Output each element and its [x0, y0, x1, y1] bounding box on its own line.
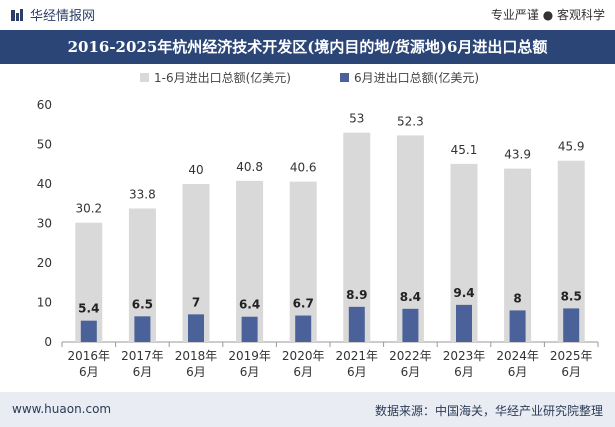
data-label-june: 8.5: [561, 289, 582, 303]
data-label-june: 8: [513, 291, 521, 305]
data-label-total: 45.9: [558, 140, 585, 154]
bar-june: [241, 316, 258, 342]
x-tick-label: 6月: [401, 365, 421, 379]
x-tick-label: 2020年: [282, 349, 325, 363]
data-label-total: 45.1: [451, 143, 478, 157]
x-tick-label: 2018年: [175, 349, 218, 363]
x-tick-label: 6月: [79, 365, 99, 379]
data-label-total: 40: [188, 163, 203, 177]
x-tick-label: 6月: [186, 365, 206, 379]
x-tick-label: 6月: [240, 365, 260, 379]
data-label-june: 9.4: [453, 286, 474, 300]
x-tick-label: 2022年: [389, 349, 432, 363]
y-tick-label: 10: [37, 296, 52, 310]
data-labels: 30.2 5.4 33.8 6.5 40 7 40.8 6.4 40.6 6.7 53 8.9 52.3…: [75, 112, 584, 316]
chart-title: 2016-2025年杭州经济技术开发区(境内目的地/货源地)6月进出口总额: [0, 30, 615, 64]
data-label-june: 8.9: [346, 288, 367, 302]
x-tick-label: 6月: [454, 365, 474, 379]
bar-total: [236, 180, 264, 342]
bar-chart: 1-6月进出口总额(亿美元) 6月进出口总额(亿美元) 0 10 20 30 40 50 60…: [37, 70, 599, 379]
slogan: 专业严谨 ● 客观科学: [490, 8, 605, 22]
logo-text: 华经情报网: [30, 9, 96, 24]
data-label-june: 6.4: [239, 298, 260, 312]
data-label-total: 33.8: [129, 187, 156, 201]
bar-june: [563, 308, 580, 342]
data-label-total: 52.3: [397, 114, 424, 128]
data-label-june: 8.4: [400, 290, 421, 304]
website-link[interactable]: www.huaon.com: [12, 402, 112, 416]
data-label-june: 6.7: [293, 297, 314, 311]
bar-june: [348, 306, 365, 342]
bar-june: [188, 314, 204, 342]
source-note: 数据来源：中国海关，华经产业研究院整理: [374, 404, 603, 418]
data-label-total: 40.8: [236, 160, 263, 174]
x-tick-label: 2025年: [550, 349, 593, 363]
x-tick-label: 2023年: [443, 349, 486, 363]
bar-june: [456, 304, 472, 342]
legend-swatch-1: [340, 73, 349, 82]
data-label-total: 40.6: [290, 161, 317, 175]
x-tick-label: 6月: [133, 365, 153, 379]
logo: 华经情报网: [10, 5, 95, 24]
x-tick-label: 6月: [293, 365, 313, 379]
top-bar: 华经情报网 专业严谨 ● 客观科学: [0, 0, 615, 28]
bar-june: [402, 308, 419, 342]
bar-total: [396, 135, 424, 342]
y-tick-label: 20: [37, 256, 52, 270]
data-label-total: 30.2: [75, 202, 102, 216]
data-label-total: 53: [349, 112, 364, 126]
x-tick-label: 6月: [561, 365, 581, 379]
y-tick-label: 30: [37, 217, 52, 231]
legend: 1-6月进出口总额(亿美元) 6月进出口总额(亿美元): [140, 70, 479, 85]
bar-june: [134, 316, 151, 342]
data-label-june: 5.4: [78, 302, 99, 316]
footer: www.huaon.com 数据来源：中国海关，华经产业研究院整理: [0, 392, 615, 427]
legend-label-0: 1-6月进出口总额(亿美元): [154, 70, 291, 85]
legend-label-1: 6月进出口总额(亿美元): [354, 70, 479, 85]
x-tick-label: 2021年: [336, 349, 379, 363]
y-tick-label: 50: [37, 138, 52, 152]
y-tick-label: 60: [37, 98, 52, 112]
axes: 0 10 20 30 40 50 60 2016年 6月 2017年 6月 2018年 6月 2019年 6…: [37, 98, 599, 379]
data-label-total: 43.9: [504, 148, 531, 162]
data-label-june: 7: [192, 295, 200, 309]
x-tick-label: 2016年: [68, 349, 111, 363]
bar-total: [289, 181, 317, 342]
bar-june: [509, 310, 526, 342]
bars: [75, 132, 585, 342]
y-tick-label: 40: [37, 177, 52, 191]
bar-june: [80, 320, 97, 342]
x-tick-label: 2019年: [228, 349, 271, 363]
y-tick-label: 0: [44, 335, 52, 349]
logo-icon: [11, 8, 23, 21]
x-tick-label: 6月: [508, 365, 528, 379]
data-label-june: 6.5: [132, 297, 153, 311]
x-tick-label: 2017年: [121, 349, 164, 363]
x-tick-label: 6月: [347, 365, 367, 379]
bar-june: [295, 315, 312, 342]
legend-swatch-0: [140, 73, 149, 82]
x-tick-label: 2024年: [496, 349, 539, 363]
